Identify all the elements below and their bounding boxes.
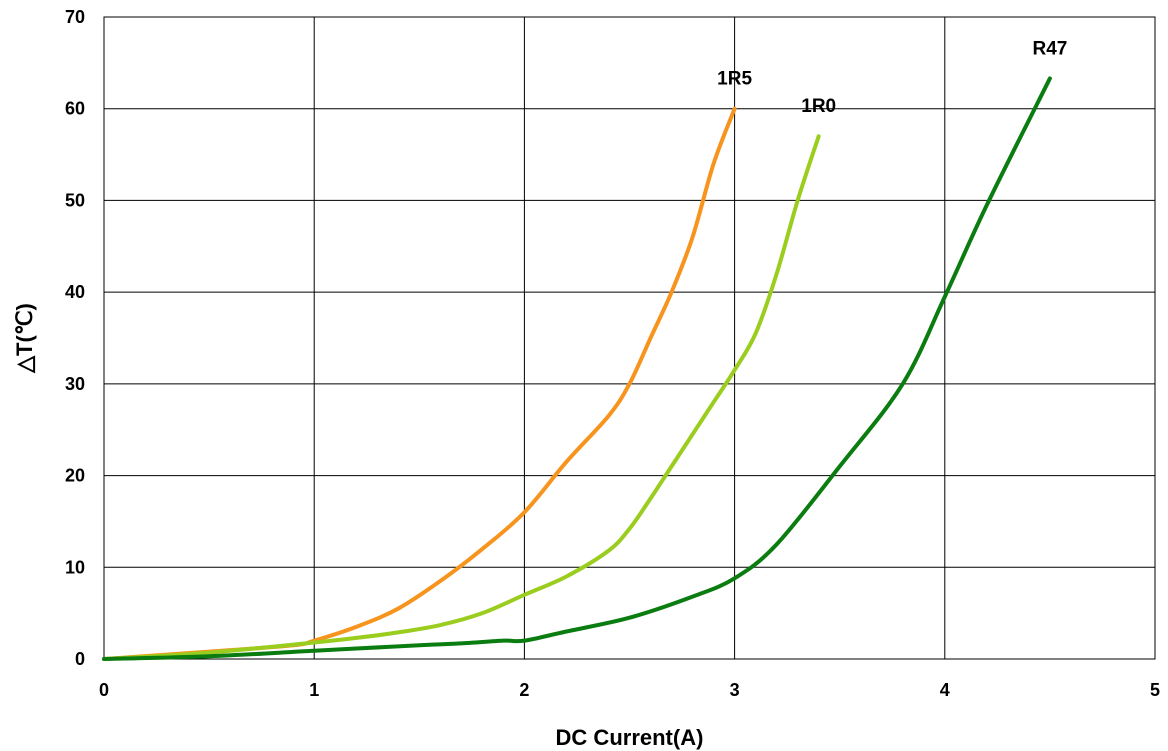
y-tick-label: 10 — [65, 557, 85, 577]
y-tick-label: 30 — [65, 374, 85, 394]
y-axis-title: △T(℃) — [12, 303, 37, 374]
y-tick-label: 20 — [65, 466, 85, 486]
x-tick-label: 1 — [309, 680, 319, 700]
x-tick-label: 5 — [1150, 680, 1160, 700]
series-line-1r0 — [102, 134, 821, 661]
y-tick-label: 0 — [75, 649, 85, 669]
plot-frame — [103, 16, 1156, 660]
x-tick-label: 2 — [519, 680, 529, 700]
y-axis-ticks: 0 10 20 30 40 50 60 70 — [65, 7, 85, 669]
x-axis-title: DC Current(A) — [556, 725, 704, 750]
grid — [104, 17, 1155, 659]
series-layer — [102, 76, 1052, 661]
series-label-1r5: 1R5 — [717, 69, 752, 90]
y-tick-label: 50 — [65, 190, 85, 210]
y-tick-label: 70 — [65, 7, 85, 27]
x-tick-label: 0 — [99, 680, 109, 700]
series-line-r47 — [102, 76, 1052, 661]
y-tick-label: 60 — [65, 99, 85, 119]
x-tick-label: 3 — [730, 680, 740, 700]
x-tick-label: 4 — [940, 680, 950, 700]
series-label-r47: R47 — [1032, 38, 1067, 59]
series-label-1r0: 1R0 — [801, 96, 836, 117]
series-labels: 1R5 1R0 R47 — [717, 38, 1067, 117]
y-tick-label: 40 — [65, 282, 85, 302]
x-axis-ticks: 0 1 2 3 4 5 — [99, 680, 1160, 700]
